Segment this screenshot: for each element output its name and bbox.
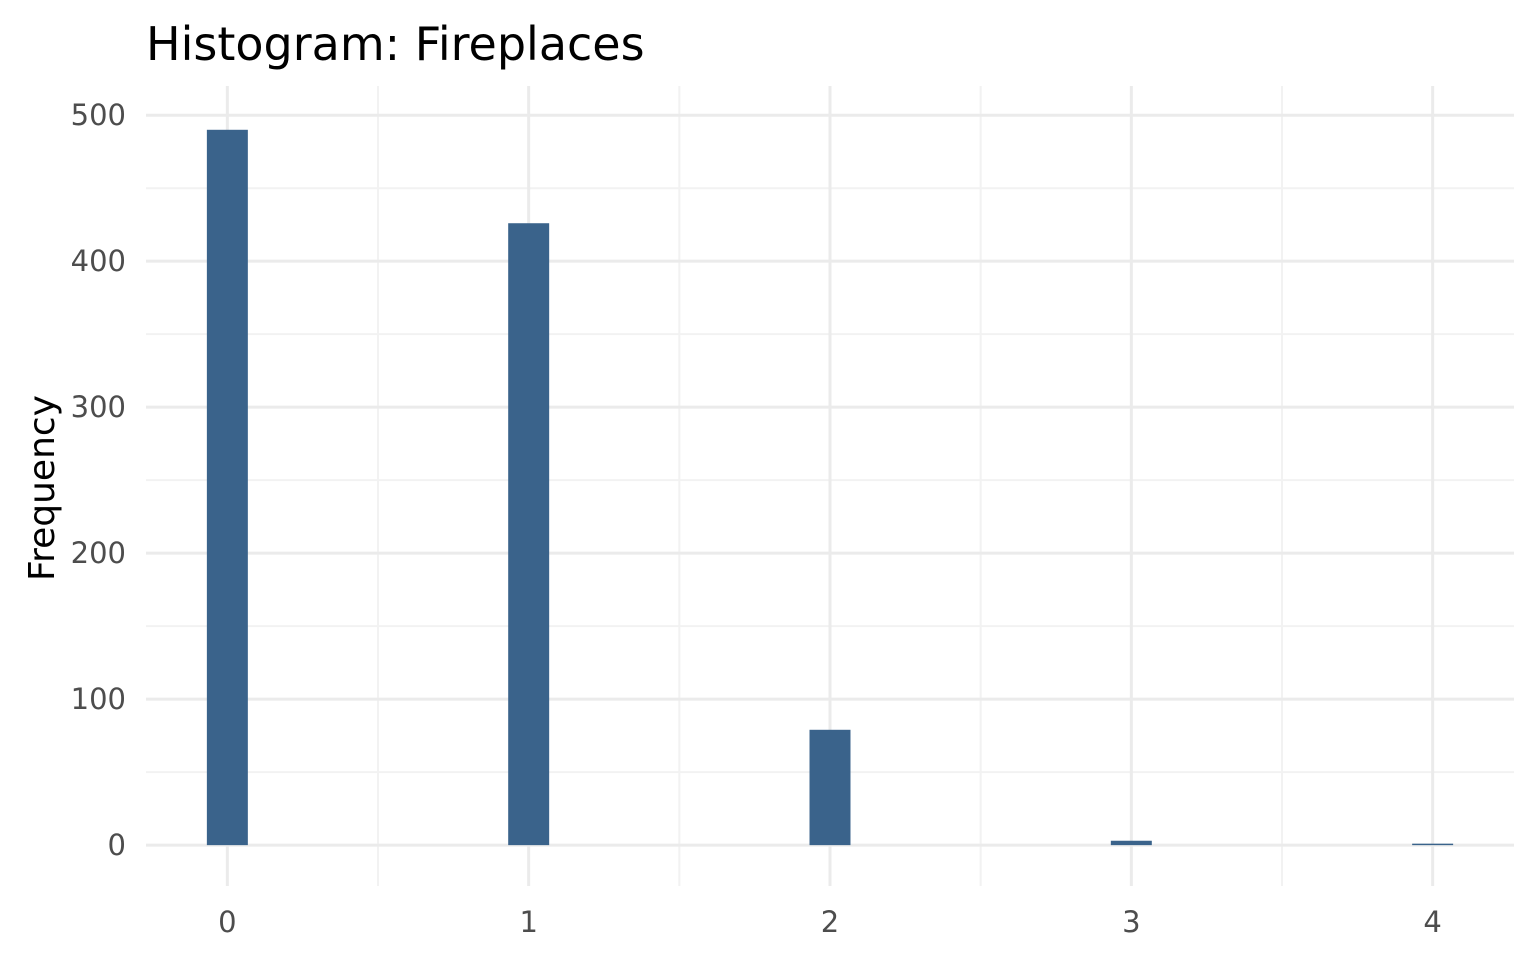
y-tick-label: 100 bbox=[71, 682, 126, 716]
x-tick-label: 0 bbox=[218, 905, 236, 939]
y-tick-label: 300 bbox=[71, 390, 126, 424]
x-tick-label: 3 bbox=[1122, 905, 1140, 939]
histogram-bar bbox=[1110, 840, 1152, 846]
y-tick-label: 500 bbox=[71, 98, 126, 132]
y-tick-label: 400 bbox=[71, 244, 126, 278]
y-tick-label: 200 bbox=[71, 536, 126, 570]
histogram-bar bbox=[206, 129, 248, 846]
histogram-bar bbox=[508, 223, 550, 846]
bars bbox=[206, 129, 1454, 846]
y-tick-label: 0 bbox=[108, 828, 126, 862]
x-tick-label: 4 bbox=[1423, 905, 1441, 939]
histogram-bar bbox=[809, 729, 851, 846]
x-tick-label: 1 bbox=[519, 905, 537, 939]
chart-title: Histogram: Fireplaces bbox=[146, 17, 645, 71]
y-axis-label: Frequency bbox=[22, 395, 63, 581]
x-tick-labels: 0 1 2 3 4 bbox=[218, 905, 1442, 939]
histogram-bar bbox=[1412, 843, 1454, 846]
x-tick-label: 2 bbox=[821, 905, 839, 939]
y-tick-labels: 0 100 200 300 400 500 bbox=[71, 98, 126, 862]
